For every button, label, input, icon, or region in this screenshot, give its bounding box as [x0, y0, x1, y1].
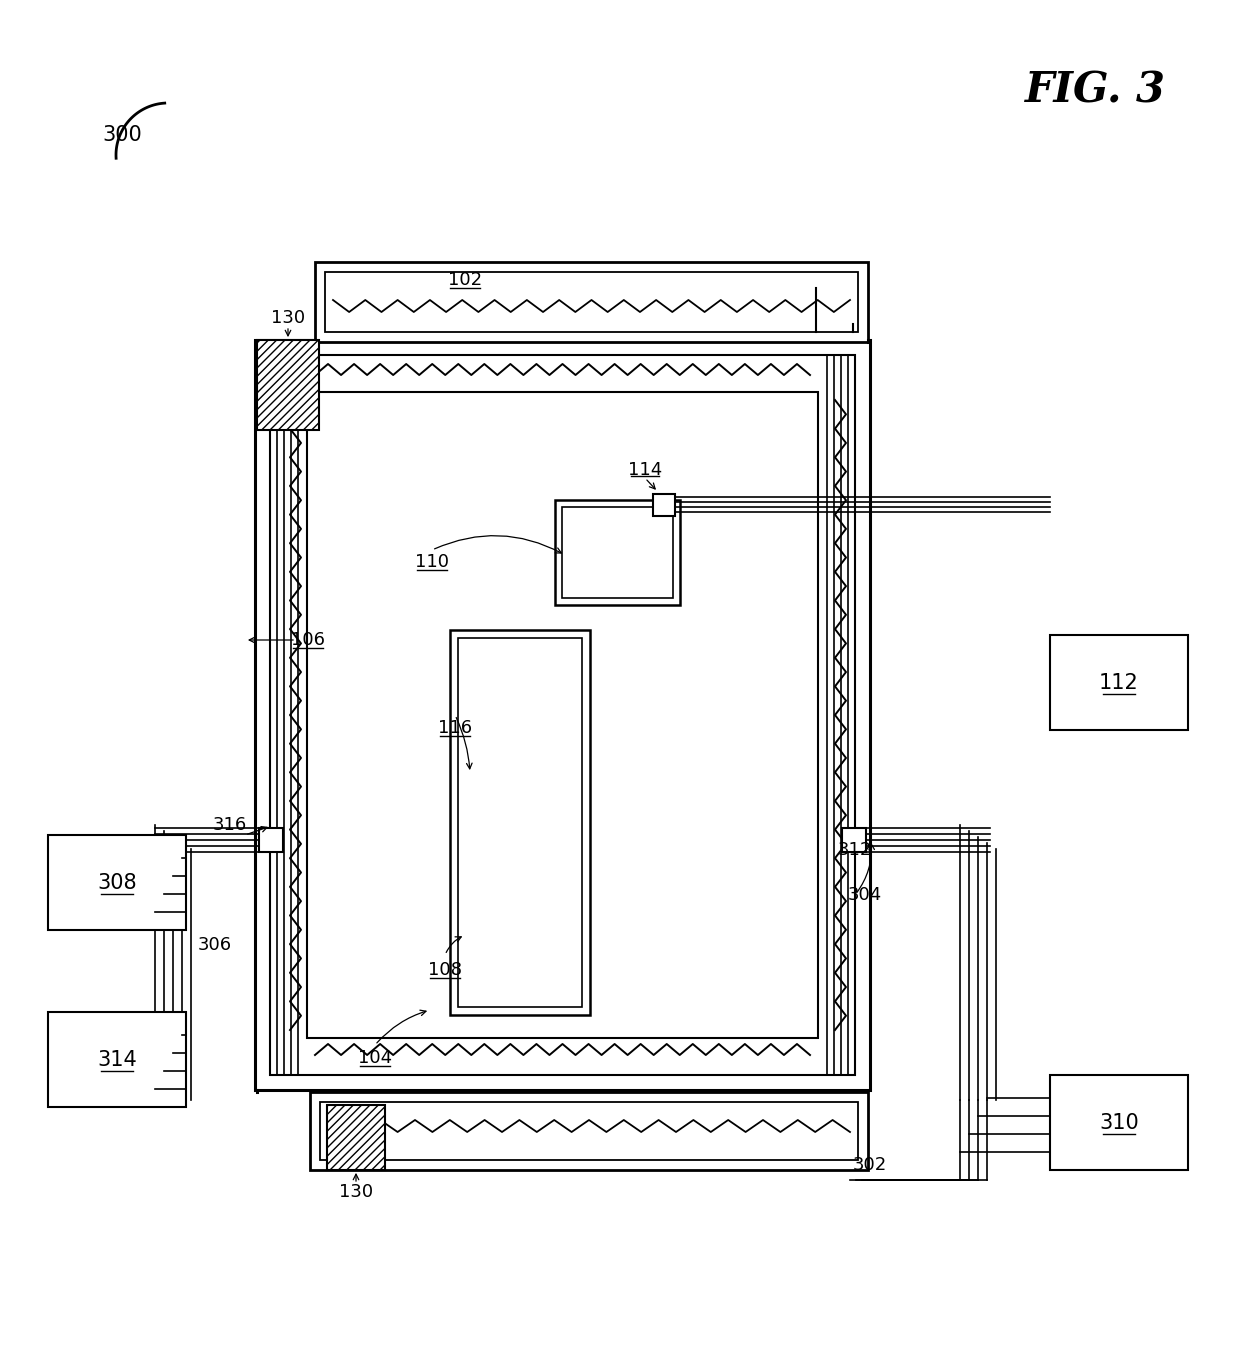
Text: 302: 302 [853, 1156, 887, 1174]
Bar [450, 630, 590, 1015]
Bar [842, 827, 866, 852]
Text: 102: 102 [448, 271, 482, 289]
Bar [562, 507, 673, 597]
Bar [653, 495, 675, 516]
Bar [48, 834, 186, 930]
Bar [327, 1106, 384, 1170]
Text: 130: 130 [270, 310, 305, 327]
Bar [1050, 636, 1188, 730]
Bar [270, 355, 856, 1075]
Text: 314: 314 [97, 1049, 136, 1070]
Text: 114: 114 [627, 460, 662, 480]
Text: 112: 112 [1099, 673, 1138, 693]
Text: 108: 108 [428, 960, 463, 980]
Text: 312: 312 [838, 841, 872, 859]
Bar [1050, 1075, 1188, 1170]
Bar [556, 500, 680, 606]
Text: 308: 308 [97, 873, 136, 893]
Bar [320, 1101, 858, 1160]
Bar [308, 392, 818, 1038]
Bar [458, 638, 582, 1007]
Bar [48, 1012, 186, 1107]
Bar [255, 340, 870, 1091]
Bar [315, 262, 868, 342]
Bar [325, 273, 858, 332]
Bar [310, 1092, 868, 1170]
Text: 104: 104 [358, 1049, 392, 1067]
Text: 316: 316 [213, 817, 247, 834]
Text: 116: 116 [438, 719, 472, 737]
Text: 306: 306 [198, 936, 232, 954]
Text: 110: 110 [415, 553, 449, 571]
Text: 130: 130 [339, 1184, 373, 1201]
Text: 300: 300 [102, 125, 141, 145]
Text: 304: 304 [848, 886, 882, 904]
Bar [259, 827, 283, 852]
Text: 106: 106 [291, 632, 325, 649]
Text: FIG. 3: FIG. 3 [1024, 68, 1166, 111]
Text: 310: 310 [1099, 1112, 1138, 1133]
Bar [257, 340, 319, 430]
